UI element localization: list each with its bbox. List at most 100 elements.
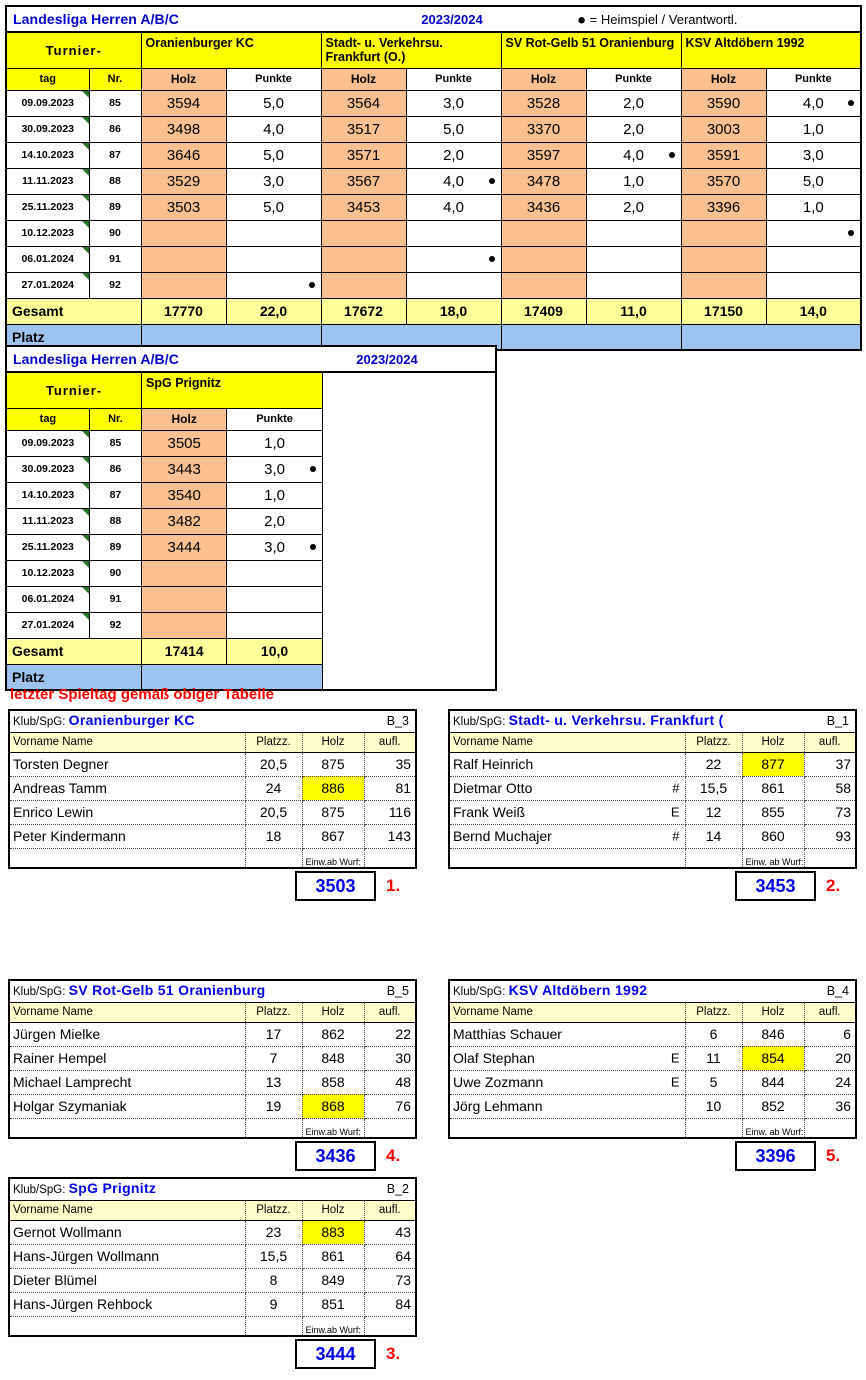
cell-holz (320, 271, 407, 299)
club-footer-row: Einw.ab Wurf: (9, 1316, 416, 1336)
cell-punkte: 2,0 (585, 193, 682, 221)
club-code: B_4 (804, 980, 856, 1003)
club-footer-row: Einw.ab Wurf: (9, 1118, 416, 1138)
cell-holz (500, 219, 587, 247)
cell-holz: 3591 (680, 141, 767, 169)
footer-blank3 (804, 1118, 856, 1138)
player-platzz: 22 (685, 752, 743, 777)
row-nr: 90 (88, 219, 142, 247)
league-row: 09.09.2023 85 3594 5,0 3564 3,0 3528 2,0 3590 4,0 (5, 89, 862, 117)
row-date: 06.01.2024 (5, 245, 90, 273)
header-punkte-1: Punkte (405, 67, 502, 91)
cell-punkte: 4,0 (765, 89, 862, 117)
player-holz: 886 (302, 776, 365, 801)
club-title-row: Klub/SpG: SV Rot-Gelb 51 Oranienburg B_5 (9, 980, 416, 1003)
player-name: Bernd Muchajer # (449, 824, 686, 849)
player-holz: 851 (302, 1292, 365, 1317)
player-name: Dieter Blümel (9, 1268, 246, 1293)
league-row: 11.11.2023 88 3482 2,0 (5, 507, 496, 535)
cell-punkte: 5,0 (225, 141, 322, 169)
cell-holz: 3478 (500, 167, 587, 195)
club-name-cell: Klub/SpG: KSV Altdöbern 1992 (449, 980, 804, 1003)
player-row: Hans-Jürgen Rehbock 9 851 84 (9, 1292, 416, 1317)
home-game-dot-icon (308, 282, 315, 288)
cell-holz (141, 559, 228, 587)
player-row: Olaf Stephan E 11 854 20 (449, 1046, 856, 1071)
cell-punkte: 2,0 (405, 141, 502, 169)
player-holz: 849 (302, 1268, 365, 1293)
team-name-header-0: Oranienburger KC (140, 31, 322, 69)
player-row: Bernd Muchajer #14 860 93 (449, 824, 857, 849)
player-aufl: 35 (364, 752, 417, 777)
header-platzz: Platzz. (685, 1002, 743, 1023)
row-date: 14.10.2023 (5, 481, 90, 509)
league-total-row: Gesamt 17414 10,0 (5, 637, 496, 665)
player-holz: 852 (742, 1094, 805, 1119)
home-dot-icon: ● (577, 11, 587, 29)
league-row: 06.01.2024 91 (5, 585, 496, 613)
player-holz: 861 (302, 1244, 365, 1269)
row-date: 11.11.2023 (5, 507, 90, 535)
cell-punkte: 5,0 (225, 89, 322, 117)
footer-blank2 (685, 1118, 743, 1138)
club-card-0: Klub/SpG: Oranienburger KC B_3 Vorname Nam… (8, 709, 418, 903)
cell-punkte: 5,0 (405, 115, 502, 143)
club-rank: 1. (386, 876, 401, 895)
header-holz: Holz (302, 1002, 365, 1023)
player-holz: 875 (302, 752, 365, 777)
player-name: Dietmar Otto # (449, 776, 686, 801)
row-date: 09.09.2023 (5, 429, 90, 457)
header-nr: Nr. (88, 407, 143, 431)
player-name: Matthias Schauer (449, 1022, 686, 1047)
club-total: 3436 (295, 1141, 376, 1171)
cell-punkte: 5,0 (765, 167, 862, 195)
club-total: 3453 (735, 871, 816, 901)
player-aufl: 24 (804, 1070, 856, 1095)
league-title-cell: Landesliga Herren A/B/C 2023/2024 ● = Heim… (5, 5, 862, 33)
player-platzz: 19 (245, 1094, 303, 1119)
footer-blank2 (245, 848, 303, 868)
header-tag: tag (5, 407, 90, 431)
club-name: Oranienburger KC (68, 712, 195, 729)
league-title-row: Landesliga Herren A/B/C 2023/2024 ● = Heim… (5, 5, 862, 33)
player-aufl: 37 (804, 752, 857, 777)
cell-punkte (226, 611, 323, 639)
club-label: Klub/SpG: (453, 716, 509, 729)
cell-punkte: 5,0 (225, 193, 322, 221)
total-holz: 17770 (140, 297, 227, 325)
player-aufl: 81 (364, 776, 417, 801)
cell-holz: 3594 (140, 89, 227, 117)
footer-blank (449, 1118, 686, 1138)
footer-blank3 (364, 1118, 416, 1138)
footer-einw-label: Einw.ab Wurf: (302, 1118, 365, 1138)
team-name-header-1: Stadt- u. Verkehrsu. Frankfurt (O.) (320, 31, 502, 69)
player-marker: E (670, 1074, 680, 1090)
cell-punkte (226, 559, 323, 587)
footer-blank3 (364, 1316, 416, 1336)
player-row: Rainer Hempel 7 848 30 (9, 1046, 416, 1071)
cell-punkte (765, 219, 862, 247)
cell-holz: 3571 (320, 141, 407, 169)
row-nr: 86 (88, 115, 142, 143)
header-holz: Holz (302, 732, 365, 753)
player-name: Michael Lamprecht (9, 1070, 246, 1095)
club-code: B_2 (364, 1178, 416, 1201)
header-holz: Holz (742, 732, 805, 753)
cell-holz: 3646 (140, 141, 227, 169)
player-name: Gernot Wollmann (9, 1220, 246, 1245)
cell-holz: 3517 (320, 115, 407, 143)
club-total-wrap: 3453 2. (448, 869, 857, 903)
player-holz: 877 (742, 752, 805, 777)
player-platzz: 5 (685, 1070, 743, 1095)
club-table: Klub/SpG: SpG Prignitz B_2 Vorname Name Pla… (8, 1177, 417, 1337)
player-row: Andreas Tamm 24 886 81 (9, 776, 417, 801)
footer-blank2 (685, 848, 743, 868)
cell-punkte: 4,0 (225, 115, 322, 143)
club-rank: 4. (386, 1146, 401, 1165)
league-title: Landesliga Herren A/B/C (13, 351, 179, 367)
header-turnier: Turnier- (5, 31, 142, 69)
cell-punkte (405, 271, 502, 299)
player-platzz: 23 (245, 1220, 303, 1245)
player-holz: 860 (742, 824, 805, 849)
player-platzz: 11 (685, 1046, 743, 1071)
